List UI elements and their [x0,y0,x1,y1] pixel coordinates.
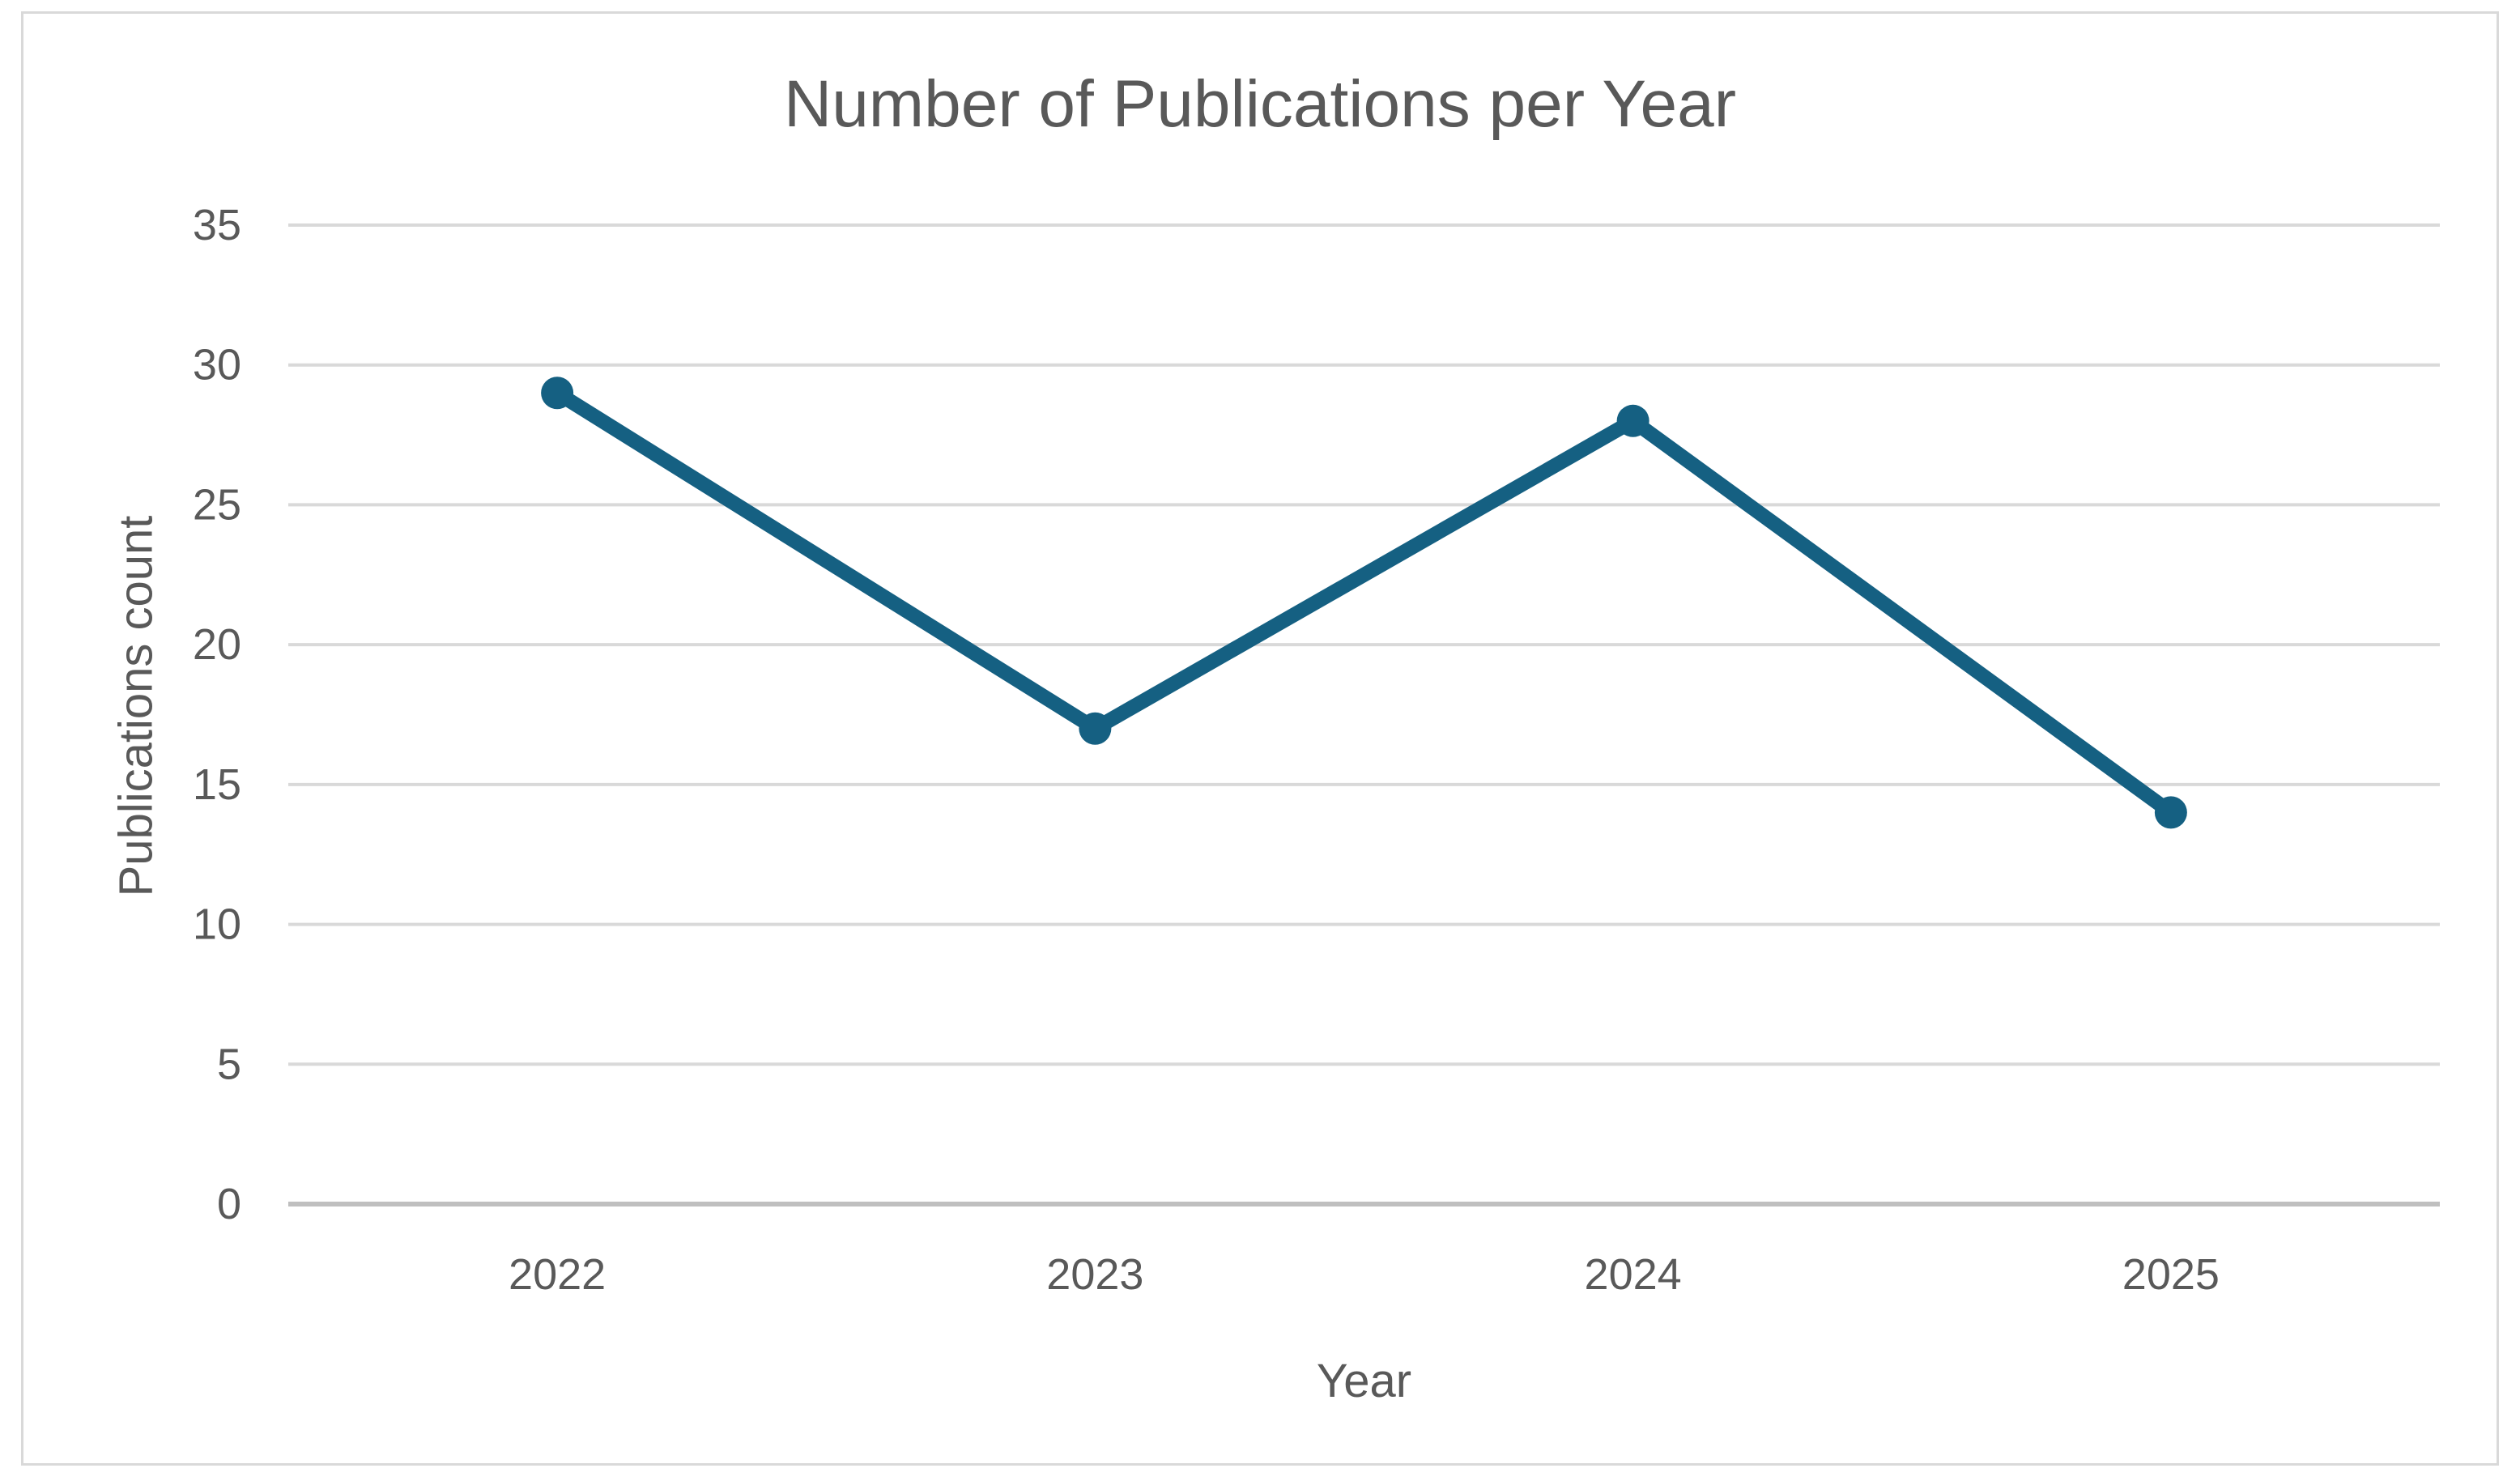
data-point [541,377,574,410]
data-line [550,385,2178,820]
chart-title: Number of Publications per Year [783,67,1737,141]
chart-frame [21,11,2499,1466]
x-tick-label: 2022 [509,1250,606,1299]
data-point [2154,796,2187,829]
y-tick-label: 30 [193,341,241,389]
y-axis-title: Publications count [109,515,163,897]
y-tick-label: 5 [217,1040,241,1088]
y-tick-label: 15 [193,760,241,809]
data-point [1079,712,1112,745]
y-tick-label: 35 [193,201,241,249]
data-point [1616,404,1649,437]
x-tick-label: 2023 [1046,1250,1143,1299]
y-tick-label: 0 [217,1180,241,1228]
y-tick-label: 10 [193,900,241,949]
y-tick-label: 25 [193,480,241,529]
x-tick-label: 2025 [2122,1250,2220,1299]
y-tick-label: 20 [193,620,241,669]
x-axis-title: Year [1316,1355,1412,1407]
x-tick-label: 2024 [1585,1250,1682,1299]
